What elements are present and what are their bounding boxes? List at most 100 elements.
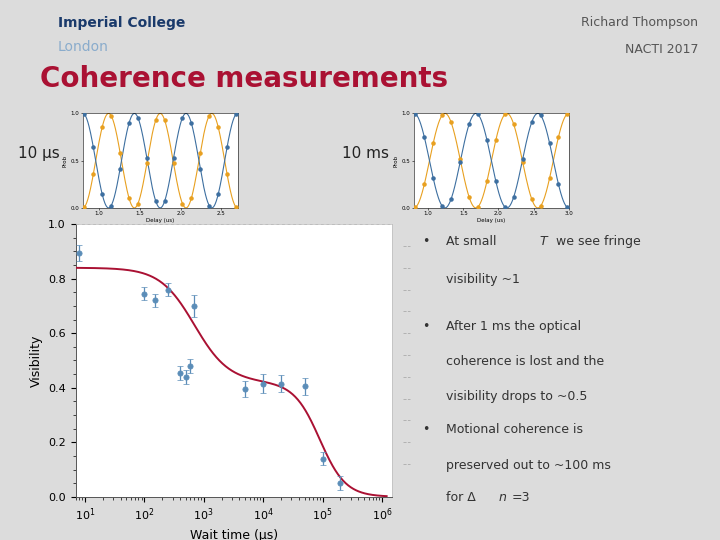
Point	[204, 111, 215, 120]
Point	[212, 123, 224, 131]
Text: Imperial College: Imperial College	[58, 16, 185, 30]
Point	[436, 111, 448, 119]
Point	[517, 158, 528, 166]
Point	[526, 194, 537, 203]
Point	[446, 118, 457, 127]
Y-axis label: Prob: Prob	[63, 154, 68, 167]
Point	[123, 119, 135, 127]
Point	[553, 180, 564, 188]
Text: visibility ~1: visibility ~1	[446, 273, 520, 286]
Text: After 1 ms the optical: After 1 ms the optical	[446, 320, 581, 333]
Point	[472, 202, 484, 211]
Point	[418, 133, 430, 141]
Text: 10 μs: 10 μs	[18, 146, 60, 161]
Point	[481, 177, 492, 186]
Point	[150, 116, 161, 125]
Point	[78, 202, 90, 211]
Point	[132, 113, 144, 122]
Y-axis label: Prob: Prob	[394, 154, 399, 167]
X-axis label: Delay (us): Delay (us)	[146, 218, 174, 223]
Point	[562, 203, 573, 212]
Point	[418, 180, 430, 188]
Point	[168, 159, 179, 168]
Point	[78, 110, 90, 119]
Point	[141, 159, 153, 168]
Point	[176, 113, 188, 122]
Point	[159, 197, 171, 205]
Text: At small: At small	[446, 235, 500, 248]
Point	[230, 110, 242, 119]
Text: NACTI 2017: NACTI 2017	[625, 43, 698, 56]
Point	[105, 111, 117, 120]
Point	[562, 110, 573, 118]
Text: Motional coherence is: Motional coherence is	[446, 423, 583, 436]
Text: =3: =3	[511, 491, 530, 504]
X-axis label: Delay (us): Delay (us)	[477, 218, 505, 223]
Point	[544, 139, 555, 147]
Point	[508, 193, 520, 201]
Point	[176, 199, 188, 208]
Point	[186, 194, 197, 202]
Point	[490, 136, 502, 144]
Text: for Δ: for Δ	[446, 491, 476, 504]
Text: Coherence measurements: Coherence measurements	[40, 65, 448, 93]
Point	[535, 111, 546, 119]
Text: T: T	[540, 235, 547, 248]
Text: n: n	[499, 491, 507, 504]
Point	[88, 170, 99, 178]
Text: preserved out to ~100 ms: preserved out to ~100 ms	[446, 458, 611, 471]
Point	[132, 199, 144, 208]
Point	[463, 193, 474, 201]
Text: Richard Thompson: Richard Thompson	[582, 16, 698, 29]
Text: •: •	[422, 320, 429, 333]
Point	[150, 197, 161, 205]
Point	[544, 174, 555, 183]
Point	[159, 116, 171, 125]
Point	[535, 202, 546, 211]
Point	[230, 202, 242, 211]
Point	[204, 201, 215, 210]
Point	[221, 170, 233, 178]
Point	[123, 194, 135, 202]
Point	[141, 153, 153, 162]
Point	[105, 201, 117, 210]
Point	[508, 120, 520, 129]
Text: London: London	[58, 40, 109, 53]
Point	[194, 148, 206, 157]
Text: coherence is lost and the: coherence is lost and the	[446, 355, 604, 368]
Point	[96, 190, 108, 199]
Text: •: •	[422, 423, 429, 436]
Point	[472, 110, 484, 119]
Point	[212, 190, 224, 199]
Point	[194, 164, 206, 173]
Point	[96, 123, 108, 131]
Point	[428, 174, 439, 183]
Point	[499, 110, 510, 119]
Text: •: •	[422, 235, 429, 248]
Point	[454, 158, 466, 166]
Text: visibility drops to ~0.5: visibility drops to ~0.5	[446, 390, 588, 403]
Point	[553, 133, 564, 141]
Point	[186, 119, 197, 127]
Point	[526, 118, 537, 127]
Point	[481, 136, 492, 144]
Point	[114, 164, 126, 173]
Point	[454, 155, 466, 164]
Point	[410, 203, 421, 212]
Point	[490, 177, 502, 186]
Text: 10 ms: 10 ms	[342, 146, 389, 161]
Text: we see fringe: we see fringe	[552, 235, 641, 248]
Y-axis label: Visibility: Visibility	[30, 334, 42, 387]
Point	[517, 155, 528, 164]
X-axis label: Wait time (μs): Wait time (μs)	[190, 529, 278, 540]
Point	[446, 194, 457, 203]
Point	[168, 153, 179, 162]
Point	[221, 143, 233, 152]
Point	[463, 120, 474, 129]
Point	[410, 110, 421, 118]
Point	[428, 139, 439, 147]
Point	[88, 143, 99, 152]
Point	[436, 202, 448, 211]
Point	[114, 148, 126, 157]
Point	[499, 202, 510, 211]
